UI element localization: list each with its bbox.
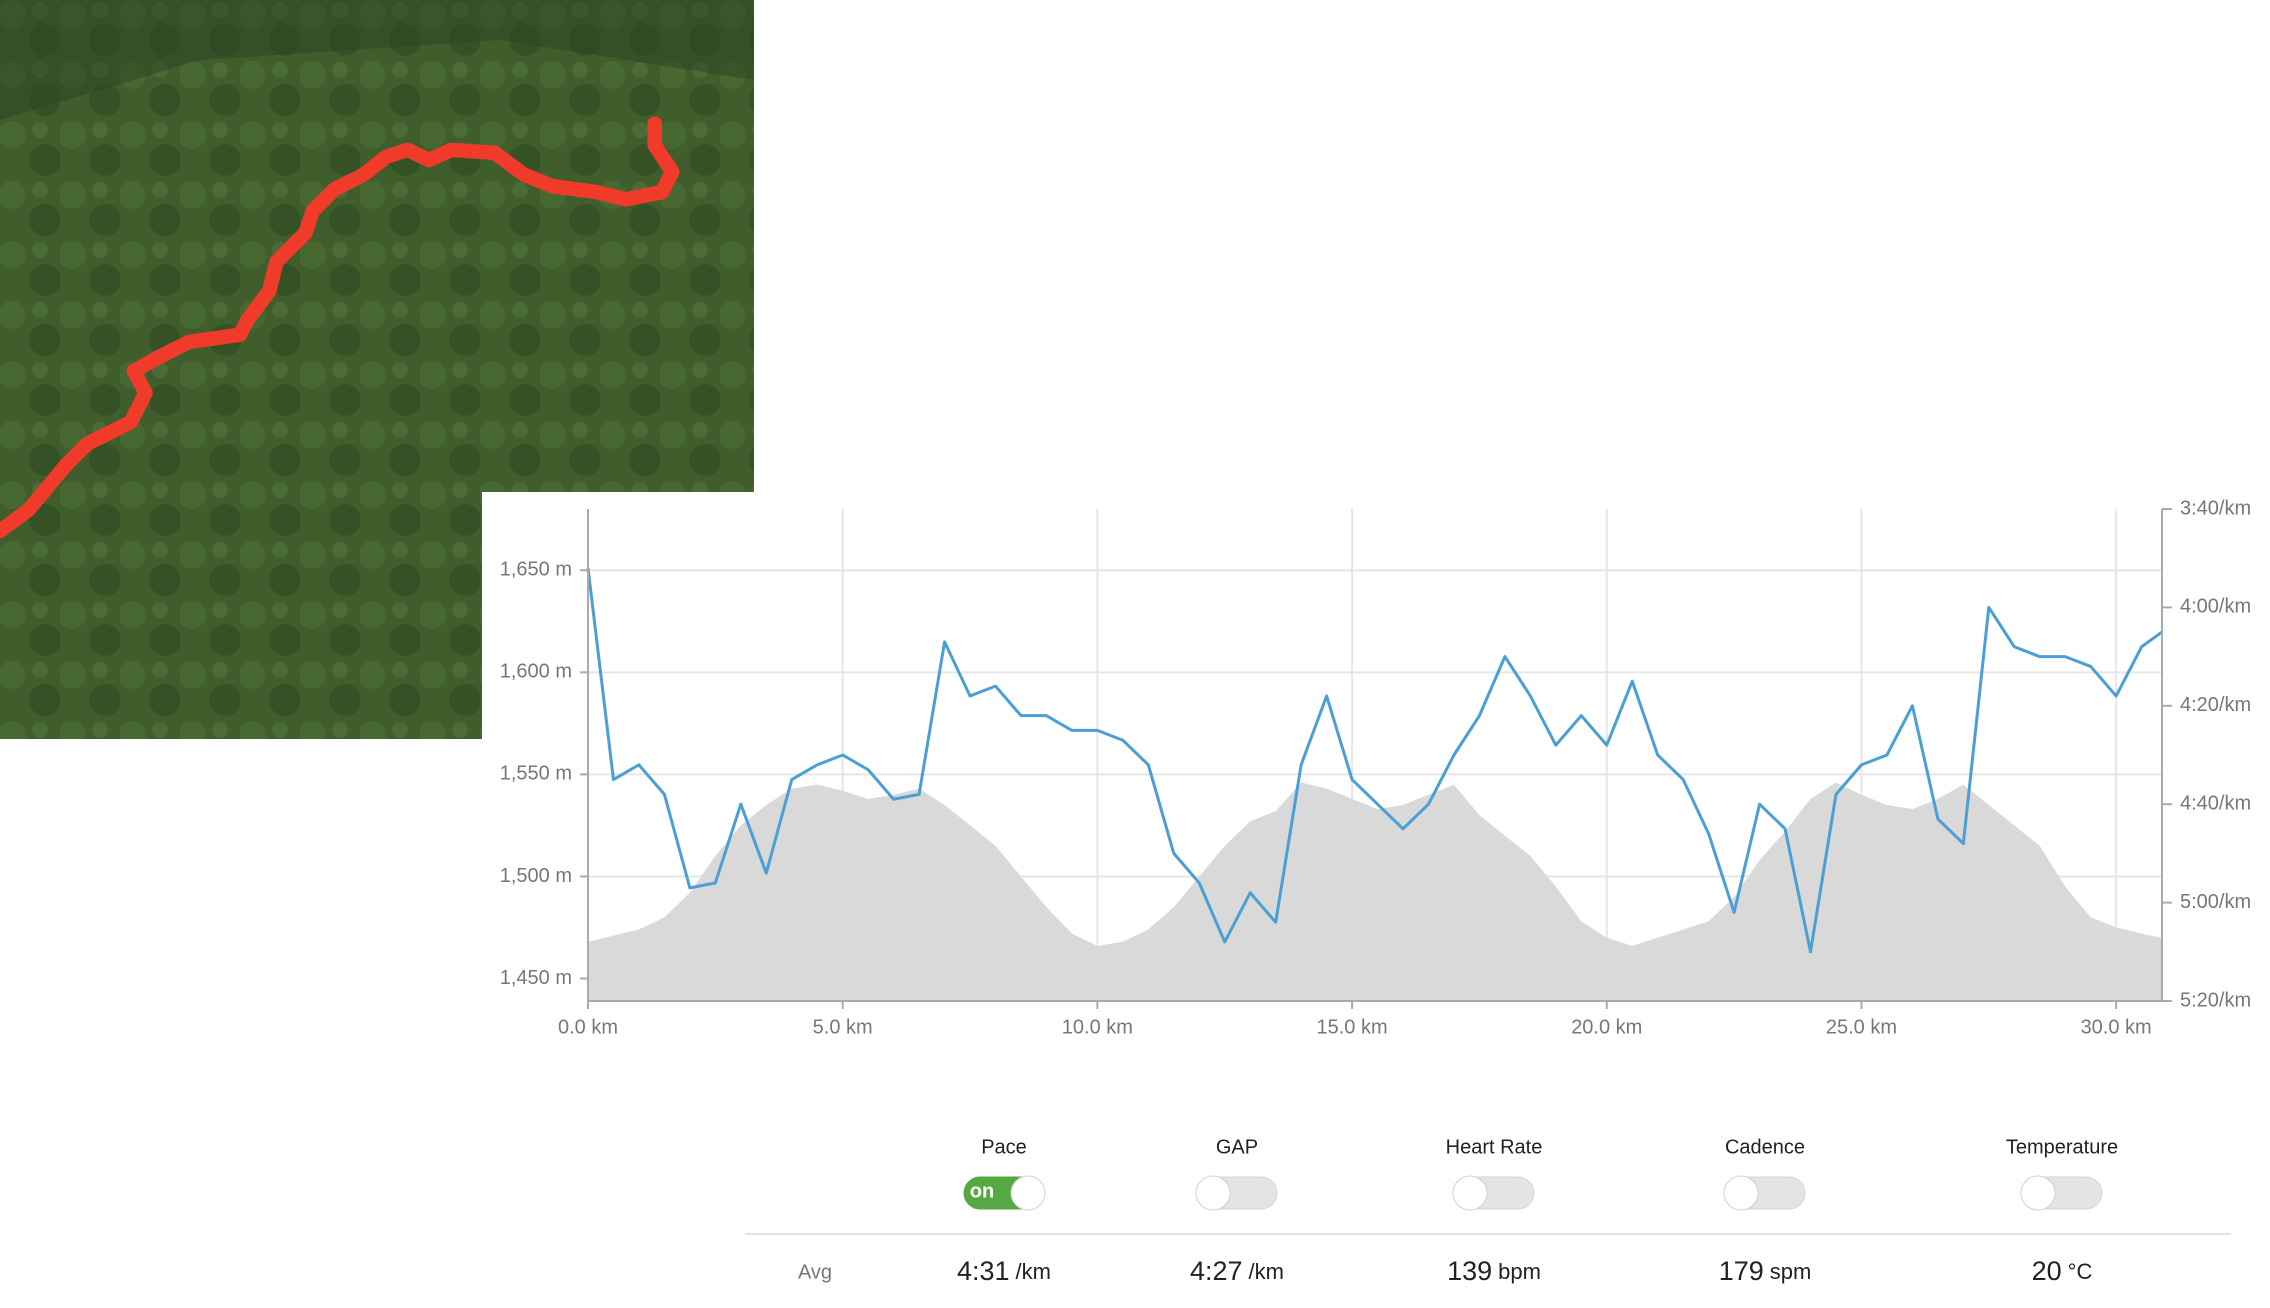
y2-tick-label: 4:40/km <box>2180 792 2251 814</box>
stats: Pace on 4:31/km GAP 4:27/km Heart Rate 139 bpm C… <box>957 1136 2118 1286</box>
pace-line <box>586 567 2163 954</box>
metric-avg: 4:31/km <box>957 1256 1051 1286</box>
avg-value: 20 <box>2032 1256 2062 1286</box>
metric-avg: 179 spm <box>1719 1256 1812 1286</box>
y-tick-label: 1,650 m <box>500 559 572 581</box>
metric-label: Pace <box>981 1136 1027 1158</box>
toggle[interactable]: on <box>963 1175 1046 1211</box>
y-tick-label: 1,450 m <box>500 967 572 989</box>
avg-unit: °C <box>2068 1259 2093 1284</box>
y2-tick-label: 5:20/km <box>2180 989 2251 1011</box>
toggle[interactable] <box>1723 1175 1806 1211</box>
x-tick-label: 30.0 km <box>2081 1016 2152 1038</box>
metric-label: Temperature <box>2006 1136 2118 1158</box>
y2-tick-label: 3:40/km <box>2180 497 2251 519</box>
metric-avg: 139 bpm <box>1447 1256 1541 1286</box>
toggle-knob <box>2020 1175 2056 1211</box>
y-tick-label: 1,550 m <box>500 763 572 785</box>
metric-avg: 4:27/km <box>1190 1256 1284 1286</box>
avg-value: 179 <box>1719 1256 1764 1286</box>
route-group <box>0 116 680 539</box>
x-tick-label: 0.0 km <box>558 1016 618 1038</box>
avg-unit: bpm <box>1498 1259 1541 1284</box>
toggle-knob <box>1452 1175 1488 1211</box>
metric-avg: 20 °C <box>2032 1256 2093 1286</box>
metric-label: Cadence <box>1725 1136 1805 1158</box>
x-tick-label: 25.0 km <box>1826 1016 1897 1038</box>
y2-tick-label: 4:00/km <box>2180 596 2251 618</box>
avg-value: 4:27 <box>1190 1256 1243 1286</box>
toggle-knob <box>1723 1175 1759 1211</box>
y-tick-label: 1,600 m <box>500 661 572 683</box>
x-tick-label: 15.0 km <box>1316 1016 1387 1038</box>
x-tick-label: 20.0 km <box>1571 1016 1642 1038</box>
avg-unit: /km <box>1016 1259 1051 1284</box>
y2-tick-label: 4:20/km <box>2180 694 2251 716</box>
toggle-knob <box>1010 1175 1046 1211</box>
toggle[interactable] <box>1195 1175 1278 1211</box>
avg-value: 4:31 <box>957 1256 1010 1286</box>
toggle[interactable] <box>2020 1175 2103 1211</box>
elevation-area <box>588 782 2162 1001</box>
y2-tick-label: 5:00/km <box>2180 891 2251 913</box>
avg-unit: /km <box>1249 1259 1284 1284</box>
toggle-knob <box>1195 1175 1231 1211</box>
toggle[interactable] <box>1452 1175 1535 1211</box>
route <box>0 116 680 539</box>
metric-label: Heart Rate <box>1446 1136 1543 1158</box>
map[interactable] <box>0 0 754 739</box>
x-tick-label: 10.0 km <box>1062 1016 1133 1038</box>
row-label: Avg <box>798 1261 832 1283</box>
avg-unit: spm <box>1770 1259 1812 1284</box>
x-tick-label: 5.0 km <box>813 1016 873 1038</box>
metric-label: GAP <box>1216 1136 1258 1158</box>
y-tick-label: 1,500 m <box>500 865 572 887</box>
avg-value: 139 <box>1447 1256 1492 1286</box>
map-shade <box>0 0 754 120</box>
toggle-text: on <box>970 1180 994 1202</box>
